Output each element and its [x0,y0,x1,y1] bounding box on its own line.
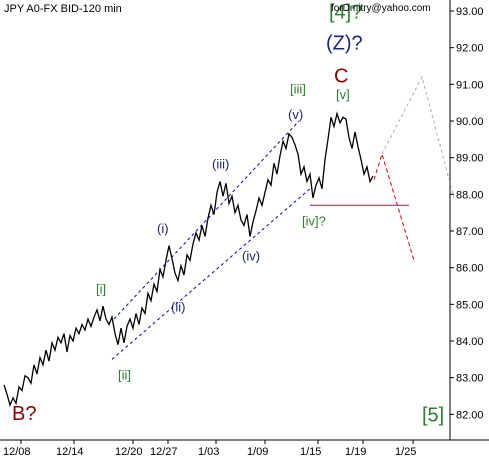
y-tick-label: 87.00 [456,226,484,238]
y-tick-label: 83.00 [456,373,484,385]
wave-lines [111,75,455,360]
x-tick-label: 12/14 [56,446,84,458]
y-axis: 82.00 83.00 84.00 85.00 86.00 87.00 88.00 89.00… [450,6,484,421]
wave-label: B? [12,403,36,425]
y-tick-label: 92.00 [456,43,484,55]
x-tick-label: 12/20 [115,446,143,458]
wave-label: [5] [422,405,444,427]
y-tick-label: 82.00 [456,409,484,421]
source-label: forDmitry@yahoo.com [331,3,431,14]
x-tick-label: 1/15 [300,446,321,458]
wave-label: [iv]? [302,214,326,229]
price-series [3,111,374,408]
x-tick-label: 12/27 [150,446,178,458]
y-tick-label: 86.00 [456,263,484,275]
chart-frame [0,0,489,441]
x-axis: 12/08 12/14 12/20 12/27 1/03 1/09 1/15 1/19 1/25 [3,440,416,458]
wave-label: (v) [288,107,303,122]
wave-label: (ii) [171,300,185,315]
red-projection-line [373,152,415,261]
x-tick-label: 12/08 [3,446,31,458]
wave-label: [i] [96,281,106,296]
y-tick-label: 89.00 [456,153,484,165]
x-tick-label: 1/03 [198,446,219,458]
gray-projection-line [381,75,455,199]
price-line [3,111,374,408]
channel-lower-line [111,186,313,360]
wave-label: [iii] [290,82,306,97]
wave-label: (Z)? [326,33,363,55]
y-tick-label: 93.00 [456,6,484,18]
y-tick-label: 91.00 [456,79,484,91]
y-tick-label: 90.00 [456,116,484,128]
wave-label: (i) [157,221,169,236]
y-tick-label: 88.00 [456,189,484,201]
channel-upper-line [113,120,300,320]
wave-labels: B? [i] [ii] (i) (ii) (iii) (iv) (v) [iii] [v] [iv]… [12,1,444,426]
y-tick-label: 84.00 [456,336,484,348]
wave-label: (iv) [242,248,260,263]
x-tick-label: 1/25 [395,446,416,458]
wave-label: [ii] [118,368,131,383]
y-tick-label: 85.00 [456,299,484,311]
wave-label: C [334,66,348,88]
wave-label: [4]? [329,1,362,23]
x-tick-label: 1/09 [247,446,268,458]
wave-label: [v] [336,87,350,102]
chart-title: JPY A0-FX BID-120 min [4,3,122,15]
x-tick-label: 1/19 [345,446,366,458]
wave-label: (iii) [212,157,229,172]
